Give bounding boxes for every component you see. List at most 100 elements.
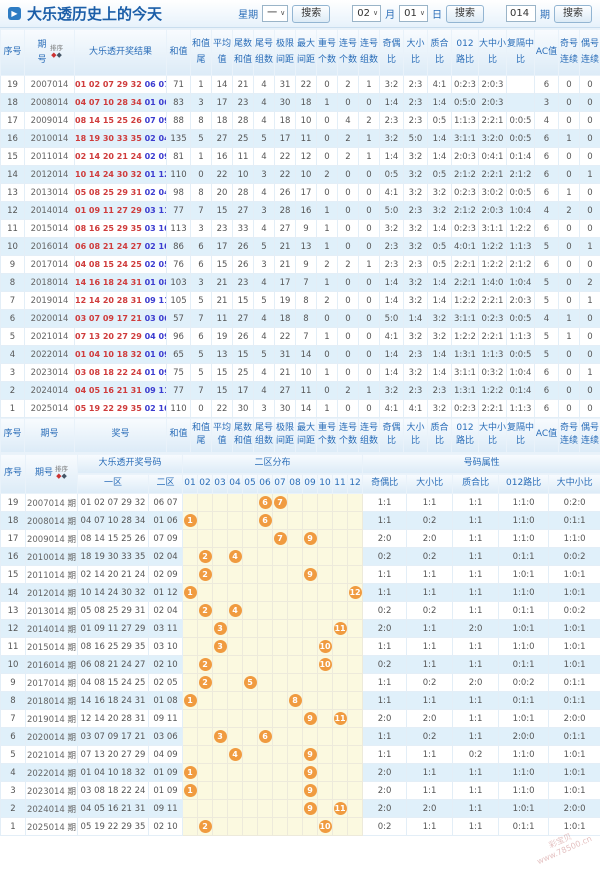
col-header-dist-06: 06 xyxy=(257,473,274,494)
stat-cell: 3:2 xyxy=(379,75,404,94)
back-number-ball: 7 xyxy=(273,532,287,545)
stat-cell: 0 xyxy=(337,183,359,202)
stat-cell xyxy=(506,75,535,94)
dist-cell xyxy=(242,529,259,548)
seq-cell: 15 xyxy=(0,565,26,584)
day-select[interactable]: 01 ∨ xyxy=(399,5,428,22)
dist-cell xyxy=(197,493,214,512)
seq-cell: 5 xyxy=(0,745,26,764)
dist-cell xyxy=(182,565,199,584)
stat-cell: 2:1:2 xyxy=(506,255,535,274)
stat-cell: 6 xyxy=(534,255,559,274)
stat-cell: 2:2:1 xyxy=(451,255,479,274)
dist-cell xyxy=(332,547,349,566)
week-select[interactable]: 一 ∨ xyxy=(262,5,289,22)
stat-cell: 2:3 xyxy=(403,201,428,220)
back-number-ball: 2 xyxy=(198,658,212,671)
zone1-numbers: 10 14 24 30 32 xyxy=(77,583,149,602)
stat-cell: 10 xyxy=(295,165,317,184)
stat-cell: 0 xyxy=(316,111,338,130)
col-header-dist-12: 12 xyxy=(347,473,364,494)
watermark-url: www.78500.cn xyxy=(535,833,594,866)
period-search-button[interactable]: 搜索 xyxy=(554,4,592,23)
stat-cell: 1:0:4 xyxy=(506,201,535,220)
zone2-numbers: 04 09 xyxy=(147,745,184,764)
table1-footer-header-row: 序号 期号 奖号 和值 和值尾 平均值 尾数和值 尾号组数 极限间距 最大间距 … xyxy=(0,417,600,453)
back-number-ball: 9 xyxy=(303,748,317,761)
date-search-button[interactable]: 搜索 xyxy=(446,4,484,23)
dist-cell xyxy=(242,745,259,764)
stat-cell: 3:2 xyxy=(403,183,428,202)
day-select-value: 01 xyxy=(404,8,417,19)
seq-cell: 12 xyxy=(0,201,25,220)
stat-cell: 0 xyxy=(337,273,359,292)
stat-cell: 30 xyxy=(274,93,296,112)
sort-control[interactable]: 排序 ◆◆ xyxy=(55,466,68,481)
stat-cell: 2:0:3 xyxy=(478,75,507,94)
stat-cell: 3 xyxy=(253,399,275,418)
stat-cell: 0:0:5 xyxy=(506,309,535,328)
stat-cell: 8 xyxy=(190,183,212,202)
stat-cell: 2:0:3 xyxy=(451,147,479,166)
col-header-tail-sum: 尾数和值 xyxy=(232,28,254,76)
dist-cell xyxy=(182,673,199,692)
dist-cell xyxy=(287,565,304,584)
period-cell: 2013014 期 xyxy=(25,601,78,620)
col-group-attributes: 号码属性 xyxy=(362,453,600,474)
back-zone-numbers: 06 07 xyxy=(144,80,166,89)
col-header-dist-10: 10 xyxy=(317,473,334,494)
stat-cell: 0 xyxy=(337,327,359,346)
col-header-dist-03: 03 xyxy=(212,473,229,494)
col-footer-tail-groups: 尾号组数 xyxy=(253,417,275,453)
front-zone-numbers: 01 04 10 18 32 xyxy=(75,350,142,359)
attr-cell: 0:1:1 xyxy=(548,727,600,746)
zone1-numbers: 14 16 18 24 31 xyxy=(77,691,149,710)
stat-cell: 0 xyxy=(337,309,359,328)
stat-cell: 0 xyxy=(316,183,338,202)
attr-cell: 1:0:1 xyxy=(548,565,600,584)
title-bar: ▶ 大乐透历史上的今天 星期 一 ∨ 搜索 02 ∨ 月 01 ∨ 日 搜索 014 … xyxy=(0,0,600,28)
stat-cell: 0:2:3 xyxy=(451,75,479,94)
dist-cell xyxy=(347,619,364,638)
stat-cell: 1:4 xyxy=(427,93,452,112)
stat-cell: 2:0:3 xyxy=(478,201,507,220)
month-select[interactable]: 02 ∨ xyxy=(352,5,382,22)
dist-cell: 9 xyxy=(302,763,319,782)
sort-control[interactable]: 排序 ◆◆ xyxy=(50,45,63,60)
sort-label: 排序 xyxy=(50,44,63,53)
back-number-ball: 9 xyxy=(303,766,317,779)
dist-cell xyxy=(182,493,199,512)
dist-cell xyxy=(197,799,214,818)
stat-cell: 0 xyxy=(558,345,580,364)
attr-cell: 1:1 xyxy=(452,529,500,548)
week-search-button[interactable]: 搜索 xyxy=(292,4,331,23)
stat-cell: 17 xyxy=(211,93,233,112)
zone2-numbers: 01 09 xyxy=(147,781,184,800)
dist-cell xyxy=(287,511,304,530)
zone1-numbers: 04 07 10 28 34 xyxy=(77,511,149,530)
zone2-numbers: 09 11 xyxy=(147,799,184,818)
front-zone-numbers: 04 05 16 21 31 xyxy=(75,386,142,395)
attr-cell: 1:1 xyxy=(362,727,408,746)
stat-cell: 0 xyxy=(579,183,600,202)
period-cell: 2014014 期 xyxy=(25,619,78,638)
period-input[interactable]: 014 xyxy=(506,5,536,22)
dist-cell xyxy=(212,781,229,800)
attr-cell: 0:2 xyxy=(406,511,454,530)
stat-cell: 21 xyxy=(274,363,296,382)
attr-cell: 1:1 xyxy=(452,565,500,584)
stat-cell: 0:0:5 xyxy=(506,111,535,130)
stat-cell: 103 xyxy=(166,273,191,292)
stat-cell: 4:1 xyxy=(379,183,404,202)
stat-cell: 17 xyxy=(274,273,296,292)
stat-cell: 0 xyxy=(337,165,359,184)
stat-cell: 0 xyxy=(558,111,580,130)
attr-cell: 1:1 xyxy=(362,583,408,602)
stat-cell: 0 xyxy=(358,309,380,328)
stat-cell: 26 xyxy=(232,255,254,274)
back-number-ball: 9 xyxy=(303,532,317,545)
period-cell: 2007014 期 xyxy=(25,493,78,512)
